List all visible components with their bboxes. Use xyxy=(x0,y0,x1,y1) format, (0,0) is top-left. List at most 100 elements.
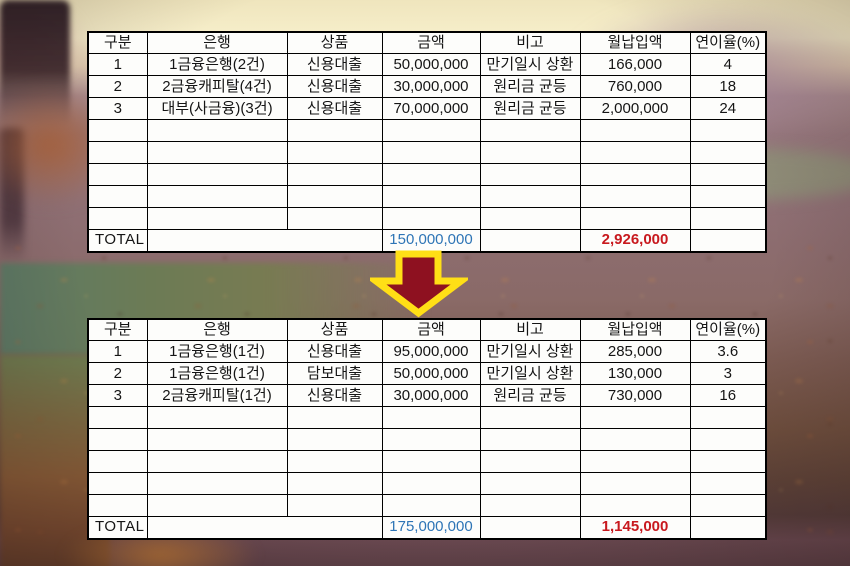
table-row: 2 1금융은행(1건) 담보대출 50,000,000 만기일시 상환 130,… xyxy=(87,362,767,385)
empty-row xyxy=(87,428,767,451)
cell-monthly: 730,000 xyxy=(579,384,691,407)
empty-row xyxy=(87,163,767,186)
cell-note: 원리금 균등 xyxy=(479,384,581,407)
col-header-note: 비고 xyxy=(479,318,581,341)
col-header-product: 상품 xyxy=(286,318,383,341)
total-label: TOTAL xyxy=(87,516,148,539)
empty-cell xyxy=(381,428,481,451)
total-amount: 175,000,000 xyxy=(381,516,481,539)
empty-cell xyxy=(87,141,148,164)
empty-cell xyxy=(146,406,288,429)
empty-cell xyxy=(579,207,691,230)
cell-bank: 2금융캐피탈(4건) xyxy=(146,75,288,98)
cell-rate: 4 xyxy=(689,53,767,76)
cell-amount: 50,000,000 xyxy=(381,362,481,385)
table-row: 3 2금융캐피탈(1건) 신용대출 30,000,000 원리금 균등 730,… xyxy=(87,384,767,407)
total-label: TOTAL xyxy=(87,229,148,252)
empty-cell xyxy=(479,406,581,429)
empty-cell xyxy=(579,406,691,429)
blurred-pink-foliage xyxy=(0,0,85,85)
empty-cell xyxy=(87,428,148,451)
empty-cell xyxy=(286,494,383,517)
empty-cell xyxy=(479,472,581,495)
empty-cell xyxy=(689,428,767,451)
empty-cell xyxy=(579,450,691,473)
empty-row xyxy=(87,472,767,495)
empty-cell xyxy=(146,450,288,473)
cell-amount: 95,000,000 xyxy=(381,340,481,363)
cell-bank: 1금융은행(1건) xyxy=(146,340,288,363)
empty-cell xyxy=(381,141,481,164)
cell-rate: 3 xyxy=(689,362,767,385)
col-header-rate: 연이율(%) xyxy=(689,318,767,341)
total-merged-cell xyxy=(146,516,383,539)
empty-cell xyxy=(689,185,767,208)
empty-cell xyxy=(146,185,288,208)
cell-note: 만기일시 상환 xyxy=(479,53,581,76)
empty-cell xyxy=(87,185,148,208)
empty-cell xyxy=(286,406,383,429)
empty-cell xyxy=(479,516,581,539)
cell-amount: 30,000,000 xyxy=(381,75,481,98)
cell-no: 1 xyxy=(87,340,148,363)
cell-bank: 2금융캐피탈(1건) xyxy=(146,384,288,407)
empty-cell xyxy=(286,141,383,164)
empty-cell xyxy=(381,119,481,142)
empty-cell xyxy=(689,450,767,473)
empty-cell xyxy=(689,141,767,164)
cell-no: 2 xyxy=(87,362,148,385)
table-row: 3 대부(사금융)(3건) 신용대출 70,000,000 원리금 균등 2,0… xyxy=(87,97,767,120)
total-monthly: 2,926,000 xyxy=(579,229,691,252)
empty-cell xyxy=(479,229,581,252)
cell-rate: 16 xyxy=(689,384,767,407)
cell-monthly: 285,000 xyxy=(579,340,691,363)
total-amount: 150,000,000 xyxy=(381,229,481,252)
empty-cell xyxy=(381,185,481,208)
empty-cell xyxy=(286,163,383,186)
cell-rate: 3.6 xyxy=(689,340,767,363)
empty-cell xyxy=(579,472,691,495)
cell-amount: 70,000,000 xyxy=(381,97,481,120)
empty-cell xyxy=(381,207,481,230)
empty-cell xyxy=(146,119,288,142)
empty-row xyxy=(87,450,767,473)
empty-cell xyxy=(479,207,581,230)
total-monthly: 1,145,000 xyxy=(579,516,691,539)
empty-cell xyxy=(579,494,691,517)
col-header-monthly: 월납입액 xyxy=(579,31,691,54)
cell-product: 신용대출 xyxy=(286,340,383,363)
empty-cell xyxy=(479,185,581,208)
empty-row xyxy=(87,207,767,230)
empty-cell xyxy=(286,207,383,230)
cell-bank: 1금융은행(2건) xyxy=(146,53,288,76)
col-header-note: 비고 xyxy=(479,31,581,54)
empty-cell xyxy=(286,450,383,473)
empty-cell xyxy=(479,141,581,164)
empty-cell xyxy=(286,119,383,142)
cell-product: 신용대출 xyxy=(286,53,383,76)
table-row: 1 1금융은행(1건) 신용대출 95,000,000 만기일시 상환 285,… xyxy=(87,340,767,363)
cell-no: 1 xyxy=(87,53,148,76)
tree-trunk-right xyxy=(0,128,24,263)
empty-cell xyxy=(146,141,288,164)
cell-no: 3 xyxy=(87,384,148,407)
empty-cell xyxy=(479,163,581,186)
cell-product: 신용대출 xyxy=(286,75,383,98)
col-header-category: 구분 xyxy=(87,31,148,54)
empty-cell xyxy=(146,494,288,517)
cell-monthly: 2,000,000 xyxy=(579,97,691,120)
empty-cell xyxy=(286,185,383,208)
empty-cell xyxy=(87,119,148,142)
cell-monthly: 130,000 xyxy=(579,362,691,385)
header-row: 구분 은행 상품 금액 비고 월납입액 연이율(%) xyxy=(87,31,767,54)
empty-cell xyxy=(87,472,148,495)
col-header-rate: 연이율(%) xyxy=(689,31,767,54)
table-row: 1 1금융은행(2건) 신용대출 50,000,000 만기일시 상환 166,… xyxy=(87,53,767,76)
cell-bank: 대부(사금융)(3건) xyxy=(146,97,288,120)
cell-bank: 1금융은행(1건) xyxy=(146,362,288,385)
col-header-amount: 금액 xyxy=(381,318,481,341)
empty-cell xyxy=(689,229,767,252)
empty-cell xyxy=(87,163,148,186)
cell-no: 2 xyxy=(87,75,148,98)
col-header-amount: 금액 xyxy=(381,31,481,54)
